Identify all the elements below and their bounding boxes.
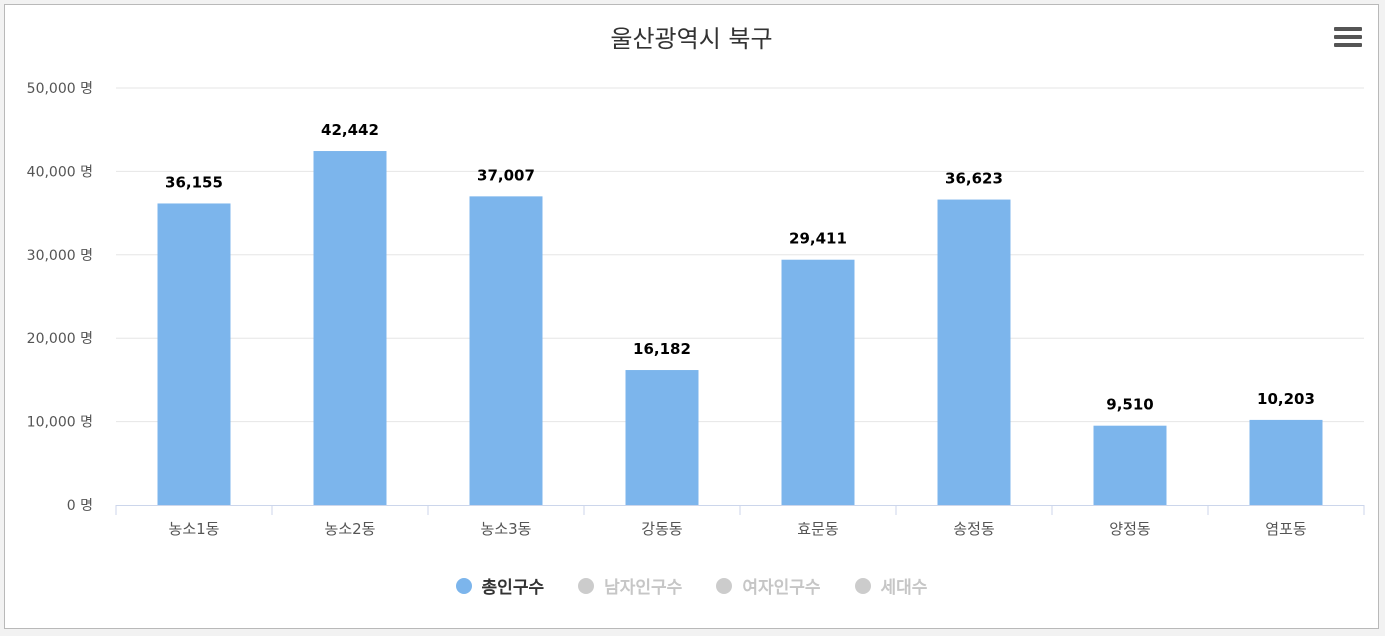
legend-label: 남자인구수 xyxy=(604,578,683,598)
chart-legend: 총인구수 남자인구수 여자인구수 세대수 xyxy=(5,573,1378,598)
legend-marker-icon xyxy=(716,577,733,594)
x-tick-label: 염포동 xyxy=(1265,520,1307,538)
data-label: 42,442 xyxy=(321,121,379,139)
data-label: 36,155 xyxy=(165,173,223,191)
y-tick-label: 40,000 명 xyxy=(27,164,93,180)
y-tick-label: 0 명 xyxy=(67,498,93,514)
data-label: 16,182 xyxy=(633,340,691,358)
data-label: 9,510 xyxy=(1106,396,1153,414)
legend-label: 세대수 xyxy=(880,578,928,598)
y-tick-label: 50,000 명 xyxy=(27,81,93,97)
data-label: 36,623 xyxy=(945,170,1003,188)
x-tick-label: 송정동 xyxy=(953,520,995,538)
x-tick-label: 농소2동 xyxy=(325,520,376,538)
data-label: 10,203 xyxy=(1257,390,1315,408)
legend-item[interactable]: 총인구수 xyxy=(455,573,545,598)
bar xyxy=(781,259,855,505)
bar xyxy=(313,151,387,505)
y-tick-label: 10,000 명 xyxy=(27,415,93,431)
legend-item[interactable]: 세대수 xyxy=(854,573,928,598)
chart-title: 울산광역시 북구 xyxy=(610,25,773,53)
x-tick-label: 효문동 xyxy=(797,520,839,538)
legend-item[interactable]: 여자인구수 xyxy=(716,573,821,598)
x-tick-label: 농소1동 xyxy=(169,520,220,538)
bar-chart: 0 명 10,000 명 20,000 명 30,000 명 40,000 명 50,00… xyxy=(27,81,1365,538)
hamburger-menu-icon[interactable] xyxy=(1334,27,1362,53)
bar xyxy=(1249,419,1323,505)
y-tick-label: 20,000 명 xyxy=(27,331,93,347)
data-label: 37,007 xyxy=(477,166,535,184)
bar xyxy=(937,199,1011,505)
bar xyxy=(157,203,231,506)
chart-container: 울산광역시 북구 0 명 10,000 명 20,000 명 30,000 명 40,0… xyxy=(4,4,1379,629)
x-tick-label: 농소3동 xyxy=(481,520,532,538)
legend-item[interactable]: 남자인구수 xyxy=(578,573,682,598)
x-tick-label: 강동동 xyxy=(641,520,683,538)
legend-marker-icon xyxy=(854,577,871,594)
bar xyxy=(625,370,699,505)
data-label: 29,411 xyxy=(789,230,847,248)
legend-label: 여자인구수 xyxy=(742,578,821,598)
bar xyxy=(1093,425,1167,505)
legend-marker-icon xyxy=(455,577,472,594)
x-tick-label: 양정동 xyxy=(1109,520,1151,538)
legend-label: 총인구수 xyxy=(481,578,545,598)
legend-marker-icon xyxy=(578,577,595,594)
y-tick-label: 30,000 명 xyxy=(27,248,93,264)
bar xyxy=(469,196,543,505)
